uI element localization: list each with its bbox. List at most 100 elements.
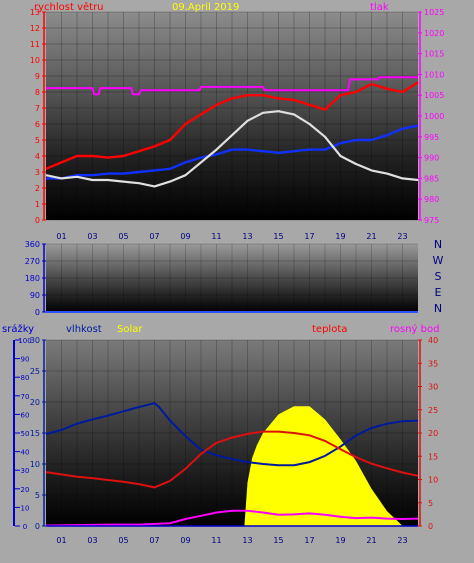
pressure-axis-tick-label: 985 [424, 174, 439, 183]
temperature-axis-tick-label: 10 [428, 476, 438, 485]
hour-tick-label: 23 [397, 536, 407, 545]
direction-axis-tick-label: 90 [30, 291, 40, 300]
pressure-series-line [46, 76, 418, 96]
hour-tick-label: 03 [87, 232, 97, 241]
rain-axis-tick-label: 10 [21, 504, 30, 512]
direction-axis-tick-label: 360 [25, 240, 40, 249]
rain-axis-tick-label: 50 [21, 430, 30, 438]
hour-tick-label: 17 [304, 536, 314, 545]
wind-speed-series-line [46, 124, 419, 180]
pressure-axis-tick-label: 975 [424, 216, 439, 225]
hour-tick-label: 19 [335, 232, 345, 241]
rain-axis-tick-label: 60 [21, 411, 30, 419]
temperature-axis-tick-label: 40 [428, 336, 438, 345]
wind-axis-tick-label: 3 [35, 168, 40, 177]
pressure-axis-tick-label: 1000 [424, 112, 444, 121]
hour-tick-label: 21 [366, 232, 376, 241]
humidity-axis-tick-label: 5 [35, 491, 40, 500]
humidity-axis-tick-label: 30 [30, 336, 40, 345]
hour-tick-label: 15 [273, 536, 283, 545]
wind-axis-tick-label: 5 [35, 136, 40, 145]
pressure-axis-tick-label: 990 [424, 154, 439, 163]
hour-tick-label: 01 [56, 232, 66, 241]
rain-axis-tick-label: 20 [21, 486, 30, 494]
wind-axis-tick-label: 2 [35, 184, 40, 193]
direction-panel-plot-area [46, 244, 418, 312]
wind-axis-tick-label: 0 [35, 216, 40, 225]
direction-axis-tick-label: 0 [35, 308, 40, 317]
rain-axis-label: srážky [2, 323, 34, 335]
compass-label: N [434, 302, 442, 315]
compass-label: S [435, 270, 442, 283]
wind-axis-tick-label: 10 [30, 56, 40, 65]
wind-axis-label: rychlost větru [34, 1, 104, 13]
hour-tick-label: 23 [397, 232, 407, 241]
hour-tick-label: 13 [242, 536, 252, 545]
temperature-axis-tick-label: 15 [428, 452, 438, 461]
temperature-axis-tick-label: 20 [428, 429, 438, 438]
temperature-axis-tick-label: 0 [428, 522, 433, 531]
wind-direction-overlay-line [45, 110, 419, 188]
direction-axis-tick-label: 180 [25, 274, 40, 283]
temperature-axis-tick-label: 25 [428, 406, 438, 415]
direction-axis-tick-label: 270 [25, 257, 40, 266]
pressure-axis-tick-label: 995 [424, 133, 439, 142]
wind-axis-tick-label: 7 [35, 104, 40, 113]
humidity-axis-tick-label: 20 [30, 398, 40, 407]
hour-tick-label: 05 [118, 536, 128, 545]
wind-axis-tick-label: 9 [35, 72, 40, 81]
hour-tick-label: 01 [56, 536, 66, 545]
humidity-axis-tick-label: 25 [30, 367, 40, 376]
rain-axis-tick-label: 0 [23, 523, 27, 531]
pressure-axis-tick-label: 1005 [424, 91, 444, 100]
compass-label: W [433, 254, 444, 267]
temperature-panel-tick-labels: 0510152025300102030405060708090100051015… [18, 336, 438, 545]
pressure-axis-tick-label: 1015 [424, 50, 444, 59]
wind-axis-tick-label: 8 [35, 88, 40, 97]
hour-tick-label: 09 [180, 536, 190, 545]
solar-label: Solar [117, 324, 143, 335]
compass-label: E [435, 286, 442, 299]
temperature-axis-label: teplota [312, 324, 347, 335]
humidity-axis-tick-label: 15 [30, 429, 40, 438]
wind-panel-series [45, 76, 419, 188]
wind-axis-tick-label: 1 [35, 200, 40, 209]
direction-panel-tick-labels: 0 90 180 270 360 [25, 240, 40, 317]
rain-axis-tick-label: 70 [21, 393, 30, 401]
direction-panel-grid [42, 243, 418, 313]
rain-axis-tick-label: 90 [21, 356, 30, 364]
solar-series-area [244, 406, 403, 526]
hour-tick-label: 07 [149, 232, 159, 241]
hour-tick-label: 03 [87, 536, 97, 545]
hour-tick-label: 13 [242, 232, 252, 241]
temperature-axis-tick-label: 5 [428, 499, 433, 508]
pressure-axis-tick-label: 1025 [424, 8, 444, 17]
pressure-axis-tick-label: 980 [424, 195, 439, 204]
dewpoint-axis-label: rosný bod [390, 323, 439, 335]
wind-axis-tick-label: 13 [30, 8, 40, 17]
pressure-axis-tick-label: 1010 [424, 70, 444, 79]
hour-tick-label: 09 [180, 232, 190, 241]
temperature-panel-series [45, 402, 419, 527]
wind-axis-tick-label: 11 [30, 40, 40, 49]
dewpoint-series-line [45, 509, 419, 527]
wind-axis-tick-label: 4 [35, 152, 40, 161]
gust-series-line [45, 81, 419, 170]
rain-axis-tick-label: 80 [21, 374, 30, 382]
humidity-series-line [45, 402, 419, 467]
pressure-axis-tick-label: 1020 [424, 29, 444, 38]
hour-tick-label: 19 [335, 536, 345, 545]
rain-axis-tick-label: 30 [21, 467, 30, 475]
hour-tick-label: 21 [366, 536, 376, 545]
wind-axis-tick-label: 6 [35, 120, 40, 129]
wind-panel-tick-labels: 0123456789101112139759809859909951000100… [30, 8, 445, 241]
temperature-axis-tick-label: 35 [428, 359, 438, 368]
humidity-axis-tick-label: 0 [35, 522, 40, 531]
compass-label: N [434, 238, 442, 251]
rain-axis-tick-label: 40 [21, 449, 30, 457]
wind-panel-grid [42, 11, 422, 221]
temperature-series-line [45, 430, 419, 489]
